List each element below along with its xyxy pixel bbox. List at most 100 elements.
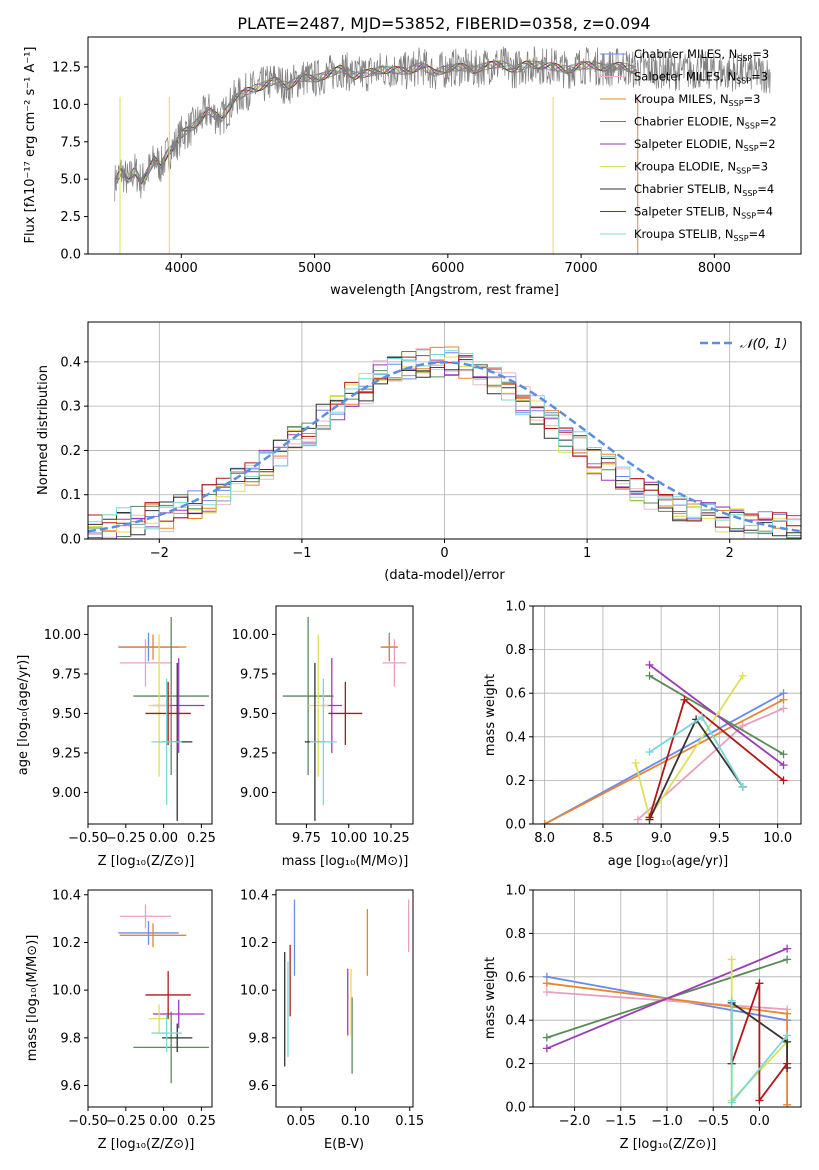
y-tick-label: 9.00: [52, 786, 81, 801]
y-axis-label: mass weight: [483, 674, 498, 756]
y-tick-label: 0.6: [505, 970, 526, 985]
mass-vs-Z-axes: [84, 894, 202, 1111]
x-tick-label: 0.00: [149, 1114, 178, 1129]
x-tick-label: 0.00: [149, 831, 178, 846]
age-vs-Z-frame: [87, 605, 213, 825]
model-line: [114, 61, 637, 184]
residuals-frame: [87, 321, 802, 540]
spectrum-frame: [87, 36, 802, 255]
y-tick-label: 10.4: [52, 888, 81, 903]
y-tick-label: 9.25: [52, 746, 81, 761]
x-tick-label: 0.0: [749, 1114, 770, 1129]
age-vs-mass-frame: [275, 605, 414, 825]
weight-vs-age-frame: [532, 605, 802, 825]
mass-vs-Z-frame: [87, 889, 213, 1108]
weight-marker: [783, 1059, 792, 1068]
legend-label: Chabrier STELIB, NSSP=4: [634, 182, 774, 198]
y-tick-label: 9.8: [60, 1031, 81, 1046]
y-tick-label: 0.6: [505, 687, 526, 702]
y-axis-label: mass [log₁₀(M/M⊙)]: [25, 935, 40, 1062]
weight-marker: [645, 671, 654, 680]
y-tick-label: 0.0: [60, 533, 81, 548]
age-vs-mass-axes: [272, 633, 392, 828]
age-vs-Z-plot: [118, 617, 209, 821]
y-tick-label: 0.0: [505, 818, 526, 833]
normal-curve: [88, 361, 801, 533]
y-axis-label: Normed distribution: [36, 365, 51, 495]
y-tick-label: 9.50: [240, 707, 269, 722]
age-vs-mass-plot: [282, 617, 407, 821]
weight-marker: [542, 1033, 551, 1042]
y-tick-label: 0.4: [505, 730, 526, 745]
x-tick-label: −0.50: [68, 1114, 108, 1129]
weight-marker: [783, 1031, 792, 1040]
x-tick-label: −1.5: [605, 1114, 637, 1129]
x-tick-label: −0.25: [106, 1114, 146, 1129]
weight-marker: [779, 761, 788, 770]
weight-marker: [542, 979, 551, 988]
weight-marker: [779, 704, 788, 713]
weight-marker: [779, 695, 788, 704]
x-tick-label: 1: [583, 546, 591, 561]
weight-marker: [727, 1098, 736, 1107]
weight-marker: [645, 660, 654, 669]
x-tick-label: −2: [150, 546, 169, 561]
model-line: [114, 61, 637, 183]
x-tick-label: 5000: [298, 261, 331, 276]
weight-marker: [755, 979, 764, 988]
residual-histogram: [88, 355, 801, 532]
mass-vs-ebv-plot: [284, 899, 410, 1074]
y-tick-label: 9.00: [240, 786, 269, 801]
legend-label: 𝒩(0, 1): [740, 337, 787, 352]
y-tick-label: 0.2: [60, 444, 81, 459]
weight-marker: [542, 987, 551, 996]
legend-label: Salpeter STELIB, NSSP=4: [634, 205, 773, 221]
x-tick-label: 10.25: [372, 831, 409, 846]
x-tick-label: 0.15: [395, 1114, 424, 1129]
weight-marker: [645, 748, 654, 757]
x-tick-label: 8000: [698, 261, 731, 276]
y-tick-label: 2.5: [60, 210, 81, 225]
weight-marker: [738, 671, 747, 680]
x-tick-label: 7000: [565, 261, 598, 276]
weight-marker: [542, 1044, 551, 1053]
y-tick-label: 9.25: [240, 746, 269, 761]
y-tick-label: 5.0: [60, 173, 81, 188]
x-tick-label: −0.50: [68, 831, 108, 846]
weight-marker: [783, 1009, 792, 1018]
x-tick-label: 0.25: [187, 831, 216, 846]
weight-vs-Z-frame: [532, 889, 802, 1108]
x-tick-label: −2.0: [559, 1114, 591, 1129]
residuals-plot: [88, 346, 801, 539]
legend-label: Chabrier ELODIE, NSSP=2: [634, 115, 777, 131]
legend-label: Kroupa STELIB, NSSP=4: [634, 227, 765, 243]
x-tick-label: 10.0: [763, 831, 792, 846]
y-tick-label: 0.4: [60, 355, 81, 370]
legend-label: Kroupa MILES, NSSP=3: [634, 92, 760, 108]
weight-line: [546, 991, 788, 1011]
x-tick-label: 0.05: [287, 1114, 316, 1129]
weight-marker: [727, 955, 736, 964]
weight-marker: [680, 695, 689, 704]
y-tick-label: 0.0: [505, 1101, 526, 1116]
x-axis-label: mass [log₁₀(M/M⊙)]: [282, 854, 409, 869]
weight-marker: [697, 713, 706, 722]
x-tick-label: −0.5: [697, 1114, 729, 1129]
x-tick-label: −1: [292, 546, 311, 561]
x-axis-label: Z [log₁₀(Z/Z⊙)]: [620, 1137, 717, 1152]
x-tick-label: 0: [440, 546, 448, 561]
y-tick-label: 10.00: [232, 628, 269, 643]
weight-marker: [645, 813, 654, 822]
weight-marker: [783, 1100, 792, 1107]
y-tick-label: 10.2: [240, 936, 269, 951]
x-tick-label: −1.0: [651, 1114, 683, 1129]
y-tick-label: 0.8: [505, 927, 526, 942]
weight-marker: [633, 815, 642, 824]
x-tick-label: 9.0: [651, 831, 672, 846]
y-tick-label: 0.0: [60, 248, 81, 263]
x-tick-label: 6000: [431, 261, 464, 276]
y-tick-label: 10.0: [52, 98, 81, 113]
x-tick-label: 8.5: [593, 831, 614, 846]
y-axis-label: Flux [fλ10⁻¹⁷ erg cm⁻² s⁻¹ A⁻¹]: [23, 47, 38, 244]
legend-label: Kroupa ELODIE, NSSP=3: [634, 160, 768, 176]
